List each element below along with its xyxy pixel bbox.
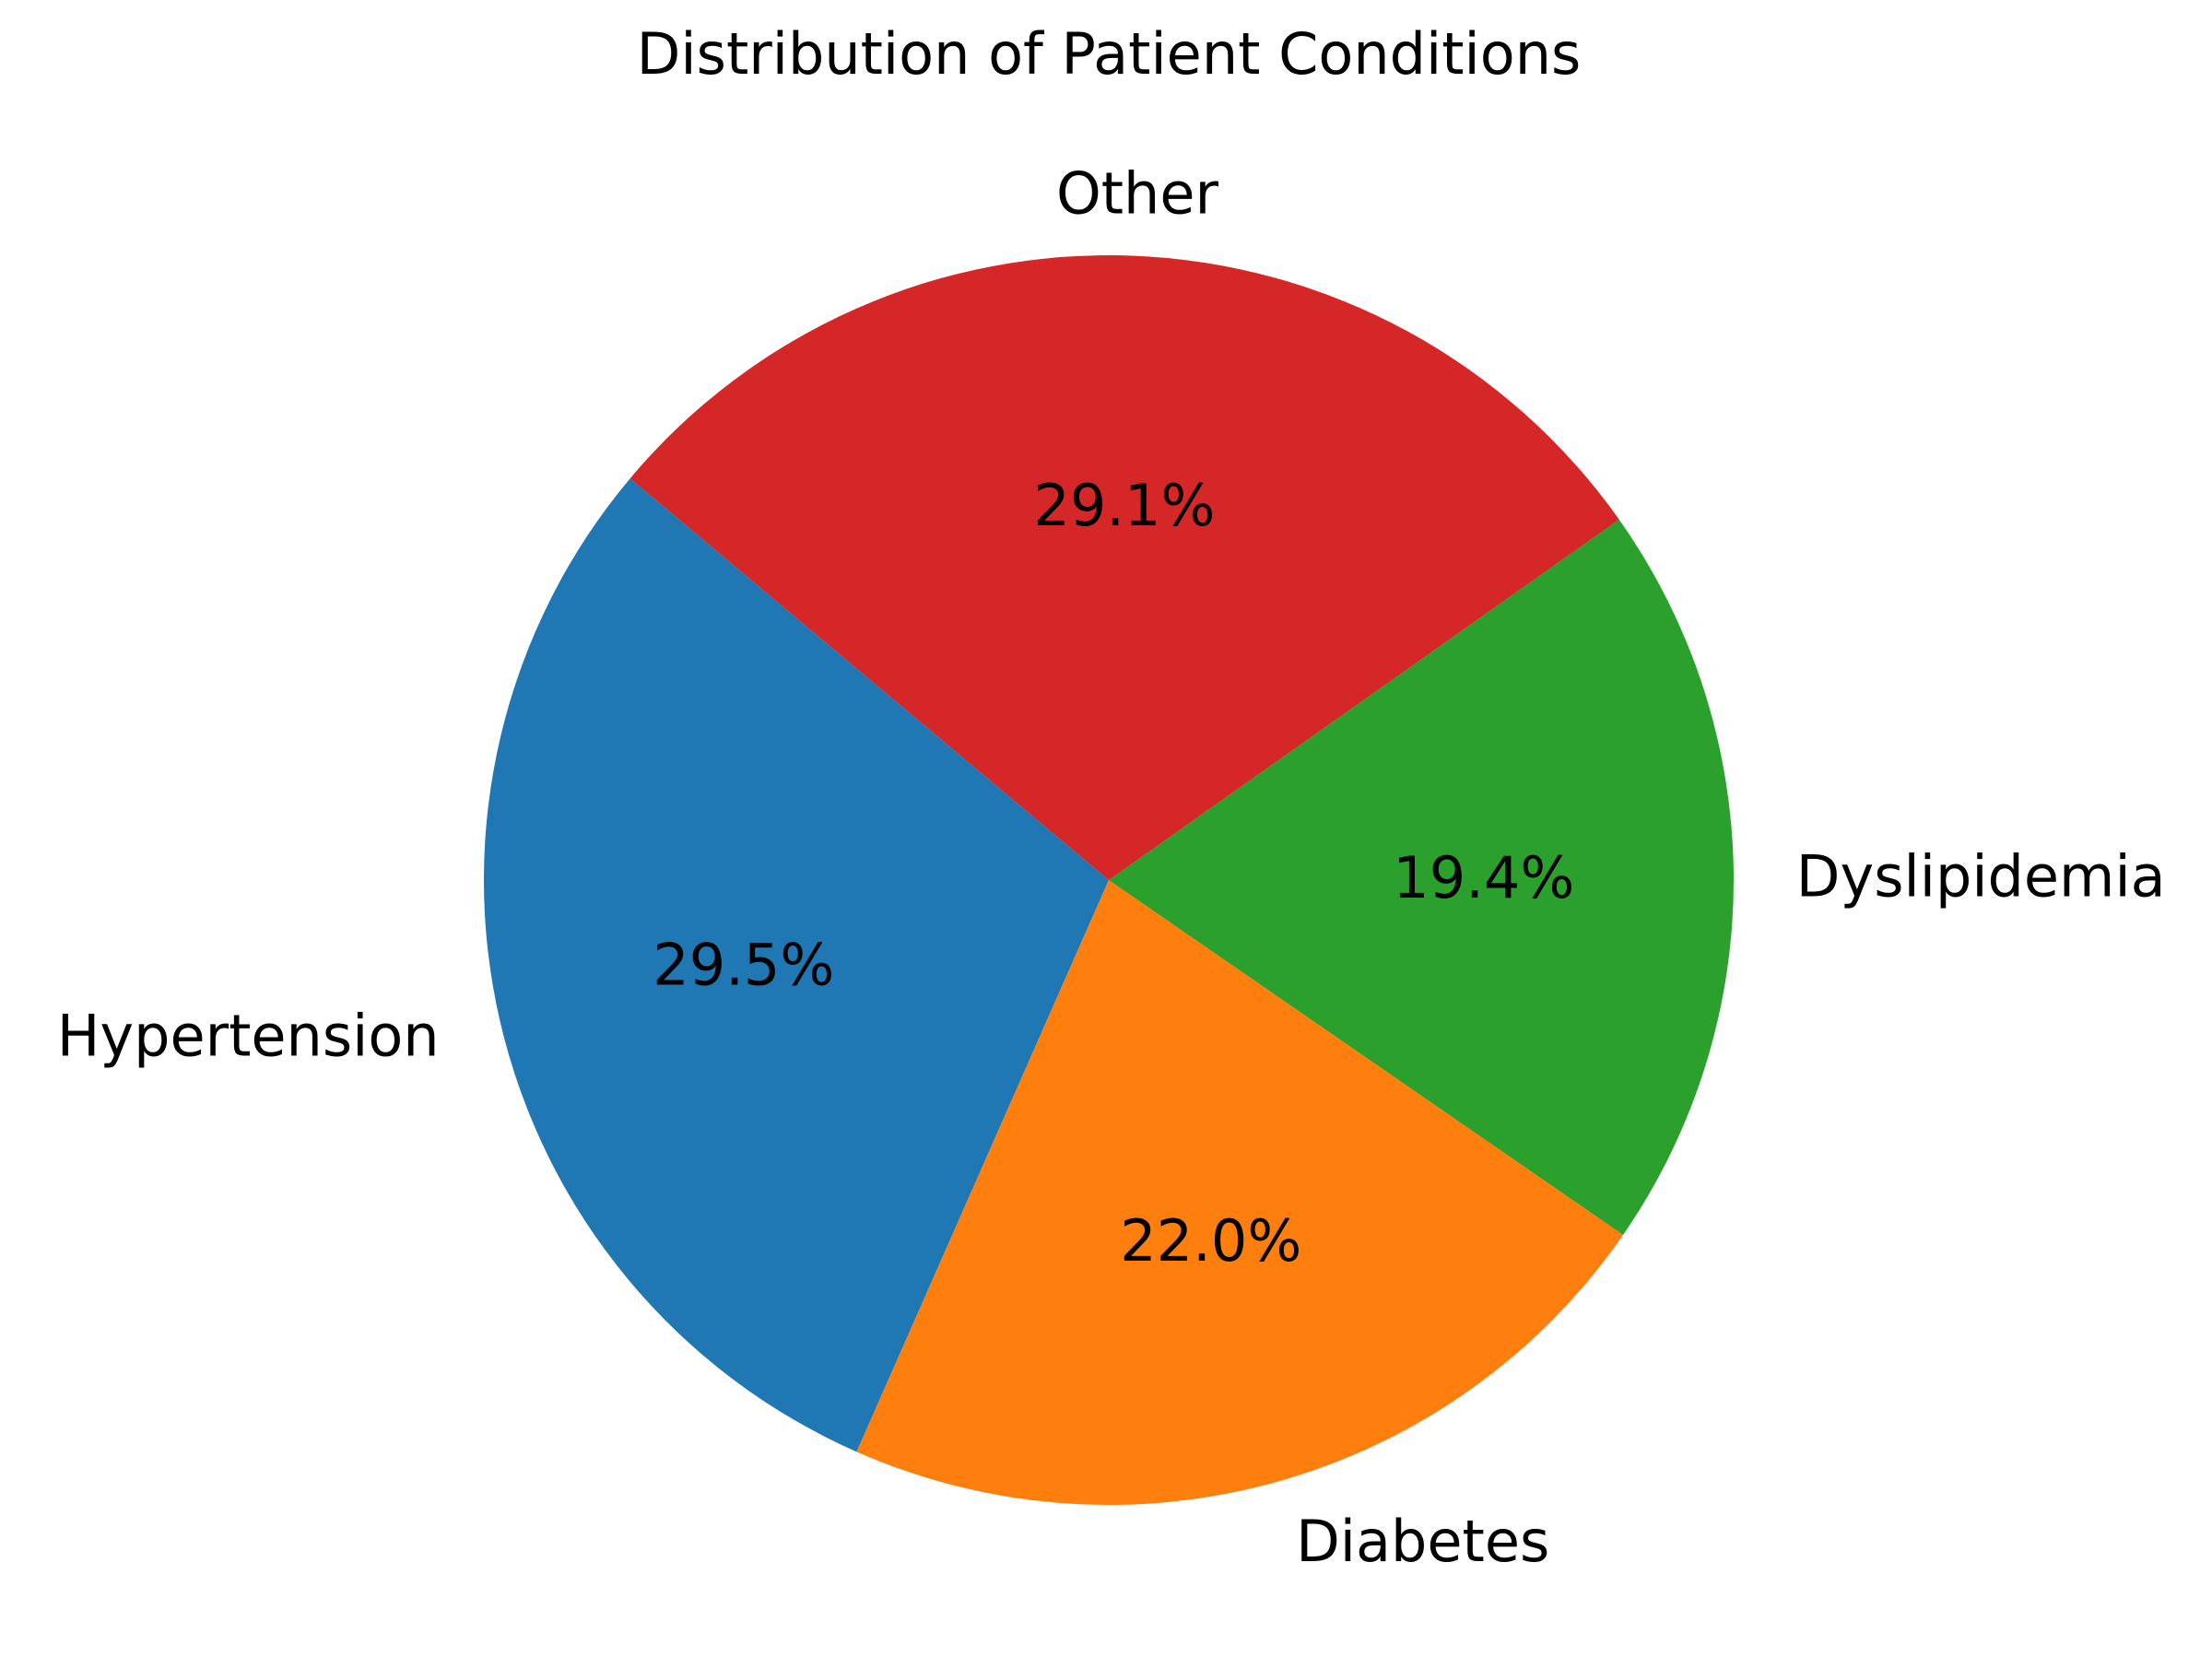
chart-title: Distribution of Patient Conditions [637,20,1582,88]
slice-percent-dyslipidemia: 19.4% [1393,844,1574,911]
slice-percent-hypertension: 29.5% [653,932,834,999]
pie-slice-diabetes [856,880,1624,1505]
slice-label-other: Other [1056,159,1219,227]
slice-label-diabetes: Diabetes [1296,1508,1549,1575]
pie-slice-other [629,255,1619,880]
slice-label-dyslipidemia: Dyslipidemia [1796,842,2166,910]
pie-slices [484,255,1734,1505]
slice-percent-diabetes: 22.0% [1120,1207,1301,1275]
slice-percent-other: 29.1% [1033,472,1215,539]
pie-slice-dyslipidemia [1109,519,1734,1235]
slice-label-hypertension: Hypertension [57,1003,440,1070]
pie-slice-hypertension [484,478,1109,1452]
pie-labels: Hypertension 29.5% Diabetes 22.0% Dyslipidem… [57,159,2166,1575]
